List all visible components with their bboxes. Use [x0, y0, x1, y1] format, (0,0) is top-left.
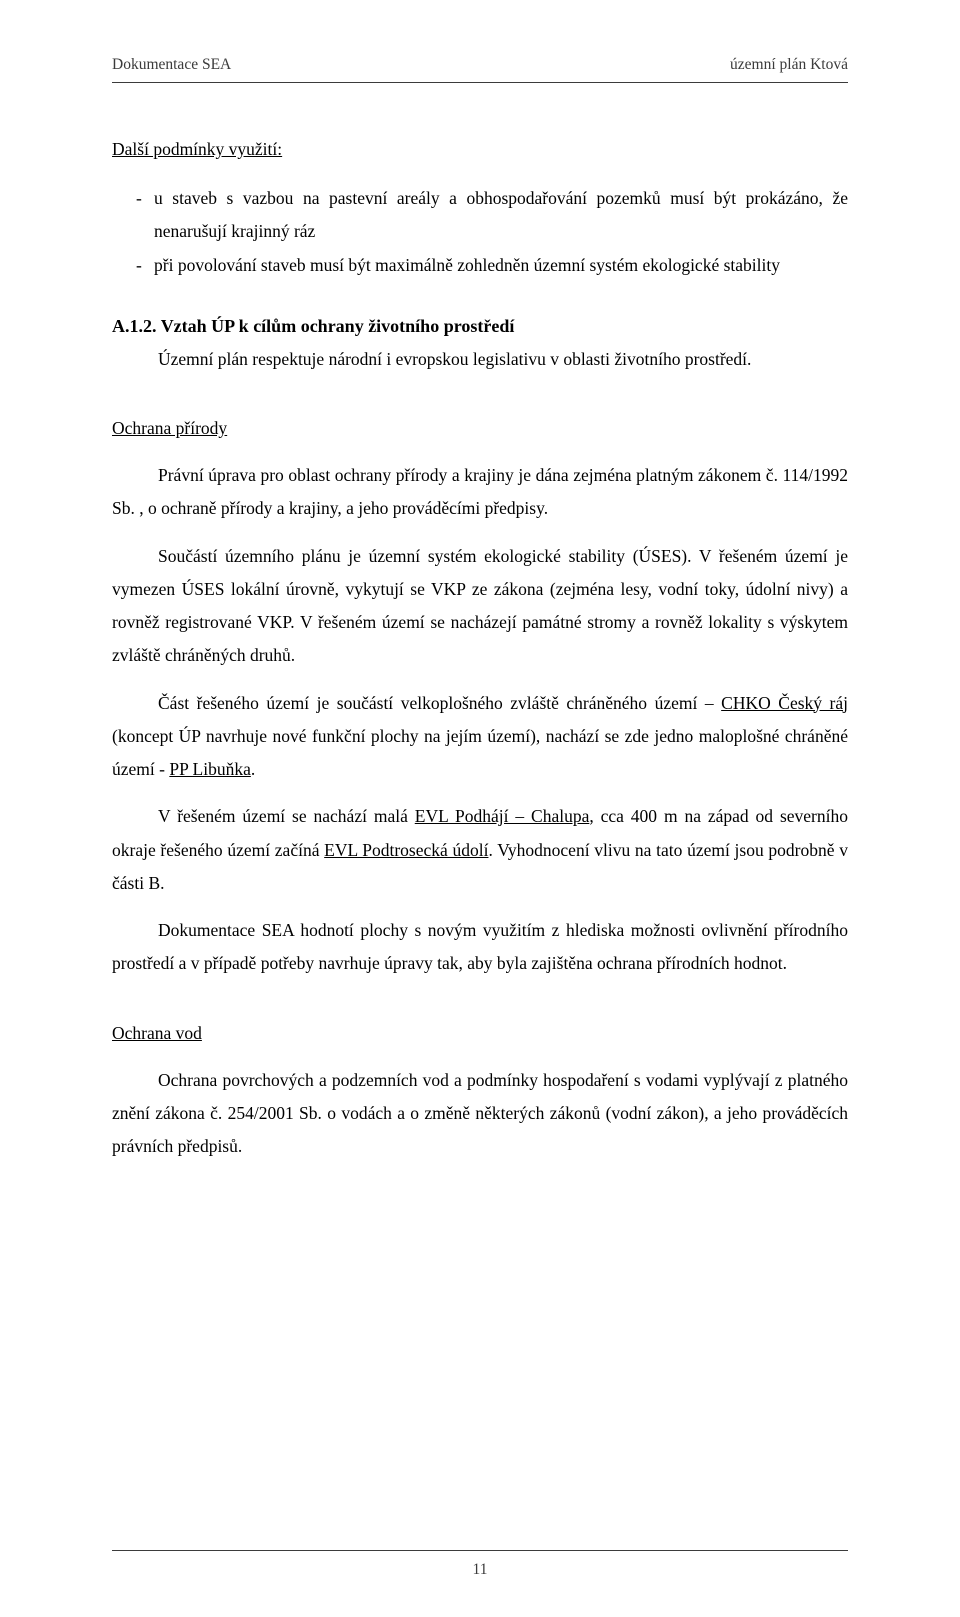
underlined-term: EVL Podhájí – Chalupa [415, 806, 590, 826]
body-paragraph: Ochrana povrchových a podzemních vod a p… [112, 1064, 848, 1164]
text-run: . [251, 759, 255, 779]
list-item: při povolování staveb musí být maximálně… [136, 249, 848, 282]
footer-divider [112, 1550, 848, 1551]
numbered-heading: A.1.2. Vztah ÚP k cílům ochrany životníh… [112, 316, 848, 337]
heading-title: Vztah ÚP k cílům ochrany životního prost… [161, 316, 515, 336]
body-paragraph: Dokumentace SEA hodnotí plochy s novým v… [112, 914, 848, 981]
body-paragraph: Součástí územního plánu je územní systém… [112, 540, 848, 673]
underlined-term: EVL Podtrosecká údolí [324, 840, 488, 860]
sub-heading-nature: Ochrana přírody [112, 418, 848, 439]
page-number: 11 [0, 1561, 960, 1579]
body-paragraph: Část řešeného území je součástí velkoplo… [112, 687, 848, 787]
document-page: Dokumentace SEA územní plán Ktová Další … [0, 0, 960, 1617]
heading-number: A.1.2. [112, 316, 157, 336]
conditions-list: u staveb s vazbou na pastevní areály a o… [112, 182, 848, 282]
header-right: územní plán Ktová [730, 56, 848, 74]
header-divider [112, 82, 848, 83]
underlined-term: CHKO Český ráj [721, 693, 848, 713]
sub-heading-water: Ochrana vod [112, 1023, 848, 1044]
underlined-term: PP Libuňka [169, 759, 251, 779]
text-run: V řešeném území se nachází malá [158, 806, 415, 826]
text-run: Část řešeného území je součástí velkoplo… [158, 693, 721, 713]
section-heading-conditions: Další podmínky využití: [112, 139, 848, 160]
intro-paragraph: Územní plán respektuje národní i evropsk… [158, 343, 848, 376]
list-item: u staveb s vazbou na pastevní areály a o… [136, 182, 848, 249]
header-left: Dokumentace SEA [112, 56, 231, 74]
page-header: Dokumentace SEA územní plán Ktová [112, 56, 848, 74]
body-paragraph: Právní úprava pro oblast ochrany přírody… [112, 459, 848, 526]
body-paragraph: V řešeném území se nachází malá EVL Podh… [112, 800, 848, 900]
section-ochrana-prirody: Ochrana přírody Právní úprava pro oblast… [112, 418, 848, 981]
section-ochrana-vod: Ochrana vod Ochrana povrchových a podzem… [112, 1023, 848, 1164]
